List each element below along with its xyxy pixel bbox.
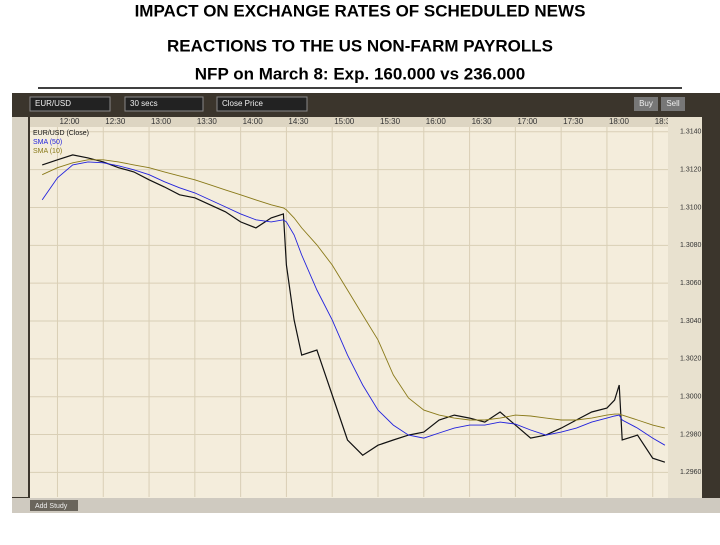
sell-label: Sell [666,99,680,108]
x-tick-label: 15:30 [380,117,401,126]
y-tick-label: 1.3040 [680,318,702,325]
x-tick-label: 18:00 [609,117,630,126]
interval-box[interactable] [124,96,204,112]
legend-entry: SMA (50) [33,139,62,146]
slide-subtitle: REACTIONS TO THE US NON-FARM PAYROLLS [167,36,553,55]
buy-label: Buy [639,99,653,108]
x-tick-label: 14:30 [288,117,309,126]
price-box[interactable] [216,96,308,112]
y-tick-label: 1.2980 [680,431,702,438]
y-tick-label: 1.3020 [680,356,702,363]
symbol: EUR/USD [35,99,71,108]
time-strip [30,117,668,127]
legend-entry: SMA (10) [33,148,62,155]
legend-entry: EUR/USD (Close) [33,130,89,137]
add-study: Add Study [35,503,68,510]
series-line [41,161,666,446]
x-tick-label: 17:00 [517,117,538,126]
y-tick-label: 1.3080 [680,242,702,249]
y-tick-label: 1.3060 [680,280,702,287]
y-tick-label: 1.3100 [680,204,702,211]
series-line [42,159,666,429]
x-tick-label: 12:30 [105,117,126,126]
sell-button[interactable] [661,97,685,111]
x-tick-label: 15:00 [334,117,355,126]
bottom-bar [12,498,720,513]
x-tick-label: 17:30 [563,117,584,126]
slide-note: NFP on March 8: Exp. 160.000 vs 236.000 [195,64,525,83]
x-tick-label: 18:30 [655,117,676,126]
x-tick-label: 16:00 [426,117,447,126]
x-tick-label: 13:30 [197,117,218,126]
symbol-box[interactable] [29,96,111,112]
price-type: Close Price [222,99,263,108]
plot: 12:00 12:30 13:00 13:30 14:00 14:30 15:00 15:30… [30,117,676,497]
side-panel [12,117,28,497]
legend: EUR/USD (Close) SMA (50) SMA (10) [33,130,89,155]
x-tick-label: 14:00 [243,117,264,126]
y-tick-label: 1.3140 [680,129,702,136]
interval: 30 secs [130,99,158,108]
slide-title: IMPACT ON EXCHANGE RATES OF SCHEDULED NE… [135,1,586,20]
y-tick-label: 1.2960 [680,469,702,476]
price-axis-panel [668,117,702,498]
x-tick-label: 13:00 [151,117,172,126]
add-study-button[interactable] [30,500,78,511]
buy-button[interactable] [634,97,658,111]
y-tick-label: 1.3000 [680,394,702,401]
y-tick-label: 1.3120 [680,166,702,173]
series-line [42,154,666,463]
x-tick-label: 12:00 [59,117,80,126]
x-tick-label: 16:30 [472,117,493,126]
